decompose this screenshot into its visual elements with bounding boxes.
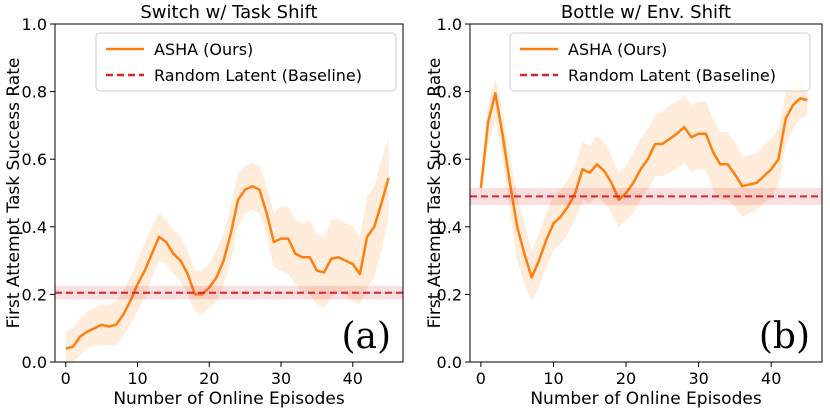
x-tick-label: 0: [61, 369, 71, 388]
legend-entry: Random Latent (Baseline): [154, 66, 362, 85]
y-tick-label: 0.6: [437, 150, 462, 169]
legend: ASHA (Ours) Random Latent (Baseline): [95, 32, 397, 92]
y-tick-label: 1.0: [22, 15, 47, 34]
panel-label: (b): [759, 316, 810, 357]
x-tick-label: 30: [271, 369, 291, 388]
y-tick-label: 0.4: [22, 218, 47, 237]
y-tick-label: 0.2: [22, 285, 47, 304]
series-line-asha: [65, 177, 390, 350]
y-axis-label: First Attempt Task Success Rate: [4, 58, 24, 329]
chart-title: Bottle w/ Env. Shift: [561, 2, 731, 23]
chart-panel-1: 0 10 20 30 40 0.0 0.2 0.4 0.6 0.8 1.0 Switch w/ Tas…: [4, 2, 404, 408]
x-tick-label: 10: [127, 369, 147, 388]
y-tick-label: 0.6: [22, 150, 47, 169]
legend: ASHA (Ours) Random Latent (Baseline): [509, 32, 811, 92]
plot-frame: [54, 23, 404, 363]
x-tick-label: 10: [543, 369, 563, 388]
y-tick-label: 1.0: [437, 15, 462, 34]
y-tick-label: 0.0: [22, 353, 47, 372]
confidence-band-asha: [480, 78, 808, 302]
x-tick-label: 20: [616, 369, 636, 388]
x-tick-label: 40: [343, 369, 363, 388]
x-axis-label: Number of Online Episodes: [530, 389, 761, 408]
x-tick-label: 20: [199, 369, 219, 388]
legend-box: [95, 32, 397, 92]
y-tick-label: 0.4: [437, 218, 462, 237]
legend-box: [509, 32, 811, 92]
chart-panel-2: 0 10 20 30 40 0.0 0.2 0.4 0.6 0.8 1.0 Bottle w/ Env…: [425, 2, 823, 408]
baseline-band: [55, 285, 403, 300]
x-tick-label: 40: [761, 369, 781, 388]
x-tick-label: 0: [476, 369, 486, 388]
y-axis-label: First Attempt Task Success Rate: [425, 58, 445, 329]
legend-entry: ASHA (Ours): [568, 40, 667, 59]
y-tick-label: 0.0: [437, 353, 462, 372]
plot-frame: [469, 23, 823, 363]
x-tick-label: 30: [688, 369, 708, 388]
y-tick-label: 0.2: [437, 285, 462, 304]
panel-label: (a): [341, 316, 391, 357]
chart-title: Switch w/ Task Shift: [140, 2, 317, 23]
y-tick-label: 0.8: [437, 83, 462, 102]
series-line-asha: [479, 92, 808, 279]
x-axis-label: Number of Online Episodes: [113, 389, 344, 408]
legend-entry: Random Latent (Baseline): [568, 66, 776, 85]
y-tick-label: 0.8: [22, 83, 47, 102]
legend-entry: ASHA (Ours): [154, 40, 253, 59]
